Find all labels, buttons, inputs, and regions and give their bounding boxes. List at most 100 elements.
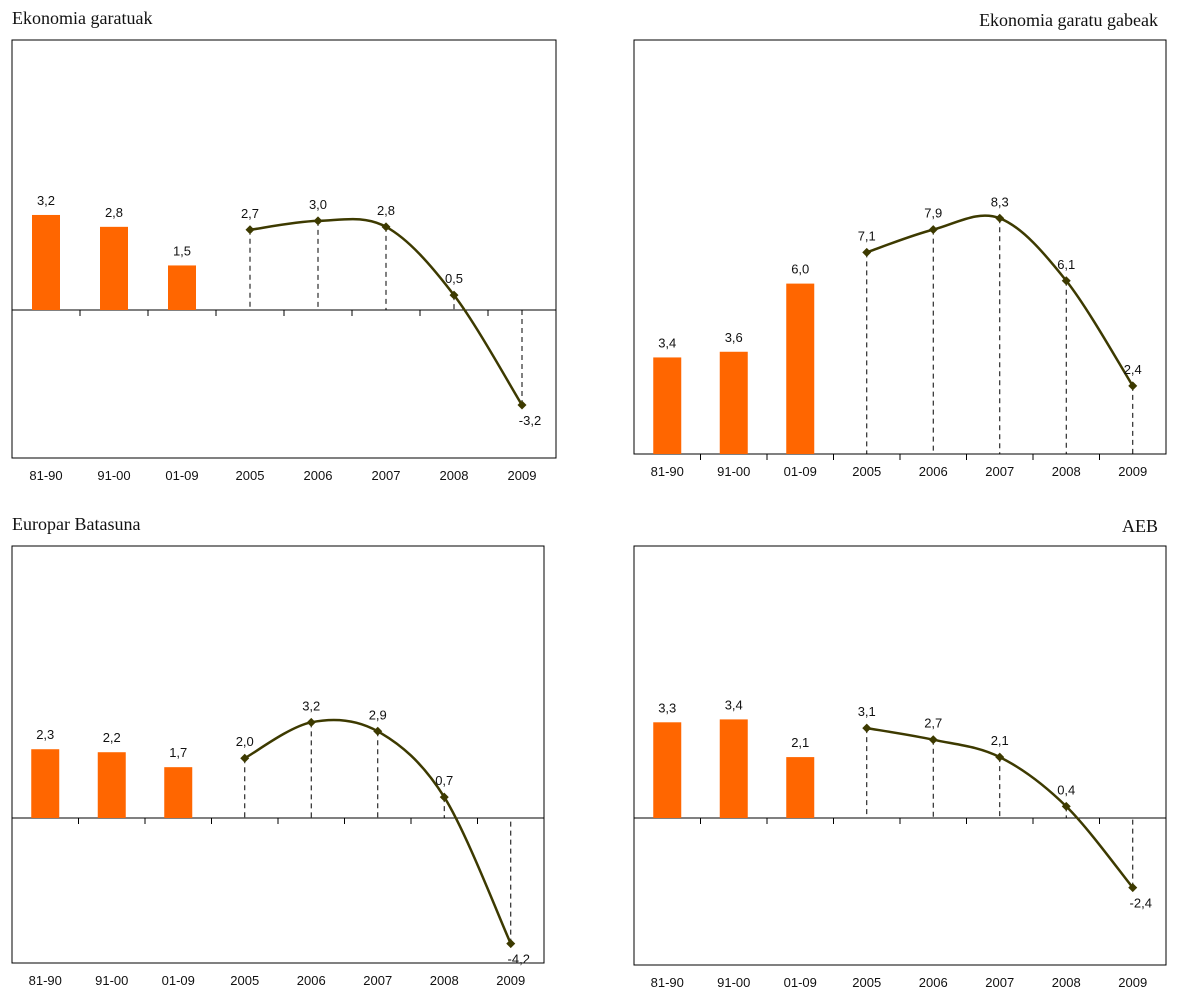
bar-value-label: 2,1 <box>791 735 809 750</box>
bar <box>786 283 815 454</box>
line-point <box>313 216 323 226</box>
bar <box>31 749 60 818</box>
plot-frame <box>11 545 545 964</box>
point-value-label: 0,7 <box>435 773 453 788</box>
line-point <box>995 213 1005 223</box>
bar <box>164 767 193 818</box>
point-value-label: -4,2 <box>508 952 530 967</box>
bar <box>97 752 126 818</box>
x-tick-label: 2006 <box>304 468 333 483</box>
x-tick-label: 2008 <box>430 973 459 988</box>
x-tick-label: 2006 <box>297 973 326 988</box>
x-tick-label: 81-90 <box>29 973 62 988</box>
x-tick-label: 01-09 <box>165 468 198 483</box>
point-value-label: 0,4 <box>1057 782 1075 797</box>
point-value-label: 7,1 <box>858 228 876 243</box>
x-tick-label: 2007 <box>985 975 1014 990</box>
point-value-label: 3,0 <box>309 197 327 212</box>
x-tick-label: 2009 <box>496 973 525 988</box>
bar-value-label: 3,2 <box>37 193 55 208</box>
point-value-label: 3,1 <box>858 704 876 719</box>
point-value-label: -2,4 <box>1130 896 1152 911</box>
x-tick-label: 2007 <box>363 973 392 988</box>
bar <box>168 265 196 310</box>
bar <box>32 214 60 310</box>
series-line <box>866 214 1134 387</box>
line-point <box>373 726 383 736</box>
x-tick-label: 2008 <box>1052 975 1081 990</box>
point-value-label: 2,8 <box>377 203 395 218</box>
bar-value-label: 1,5 <box>173 243 191 258</box>
x-tick-label: 2006 <box>919 464 948 479</box>
bar <box>653 357 682 454</box>
bar <box>719 719 748 818</box>
line-point <box>245 225 255 235</box>
bar-value-label: 6,0 <box>791 262 809 277</box>
x-tick-label: 2009 <box>1118 464 1147 479</box>
point-value-label: 0,5 <box>445 271 463 286</box>
x-tick-label: 01-09 <box>162 973 195 988</box>
x-tick-label: 2009 <box>1118 975 1147 990</box>
x-tick-label: 2008 <box>440 468 469 483</box>
line-point <box>995 752 1005 762</box>
point-value-label: 2,9 <box>369 707 387 722</box>
x-tick-label: 2005 <box>236 468 265 483</box>
x-tick-label: 91-00 <box>717 975 750 990</box>
bar-value-label: 1,7 <box>169 745 187 760</box>
line-point <box>240 753 250 763</box>
line-point <box>517 400 527 410</box>
line-point <box>306 717 316 727</box>
x-tick-label: 2008 <box>1052 464 1081 479</box>
bar-value-label: 3,3 <box>658 700 676 715</box>
bar-value-label: 2,8 <box>105 205 123 220</box>
bar-value-label: 3,4 <box>725 697 743 712</box>
line-point <box>1061 276 1071 286</box>
x-tick-label: 81-90 <box>651 975 684 990</box>
x-tick-label: 01-09 <box>784 464 817 479</box>
point-value-label: 6,1 <box>1057 257 1075 272</box>
series-line <box>244 718 512 945</box>
x-tick-label: 01-09 <box>784 975 817 990</box>
chart-title-usa: AEB <box>1122 516 1158 536</box>
line-point <box>928 225 938 235</box>
bar <box>719 351 748 454</box>
x-tick-label: 2005 <box>230 973 259 988</box>
series-line <box>866 726 1134 889</box>
plot-frame <box>633 545 1167 966</box>
x-tick-label: 81-90 <box>651 464 684 479</box>
point-value-label: 2,7 <box>241 206 259 221</box>
point-value-label: 2,1 <box>991 733 1009 748</box>
x-tick-label: 2007 <box>372 468 401 483</box>
chart-title-developed: Ekonomia garatuak <box>12 8 153 28</box>
x-tick-label: 91-00 <box>717 464 750 479</box>
bar-value-label: 3,6 <box>725 330 743 345</box>
line-point <box>1128 883 1138 893</box>
line-point <box>506 939 516 949</box>
bar <box>100 226 128 310</box>
point-value-label: 7,9 <box>924 206 942 221</box>
x-tick-label: 2007 <box>985 464 1014 479</box>
chart-title-developing: Ekonomia garatu gabeak <box>979 10 1158 30</box>
bar <box>653 722 682 818</box>
line-point <box>1061 801 1071 811</box>
series-line <box>249 217 524 406</box>
plot-frame <box>11 39 557 459</box>
chart-title-eu: Europar Batasuna <box>12 514 141 534</box>
point-value-label: 2,0 <box>236 734 254 749</box>
point-value-label: 3,2 <box>302 698 320 713</box>
line-point <box>928 735 938 745</box>
x-tick-label: 2006 <box>919 975 948 990</box>
point-value-label: -3,2 <box>519 413 541 428</box>
line-point <box>449 290 459 300</box>
line-point <box>862 247 872 257</box>
x-tick-label: 81-90 <box>29 468 62 483</box>
line-point <box>381 222 391 232</box>
x-tick-label: 2009 <box>508 468 537 483</box>
point-value-label: 2,4 <box>1124 362 1142 377</box>
bar-value-label: 3,4 <box>658 335 676 350</box>
line-point <box>862 723 872 733</box>
line-point <box>439 792 449 802</box>
